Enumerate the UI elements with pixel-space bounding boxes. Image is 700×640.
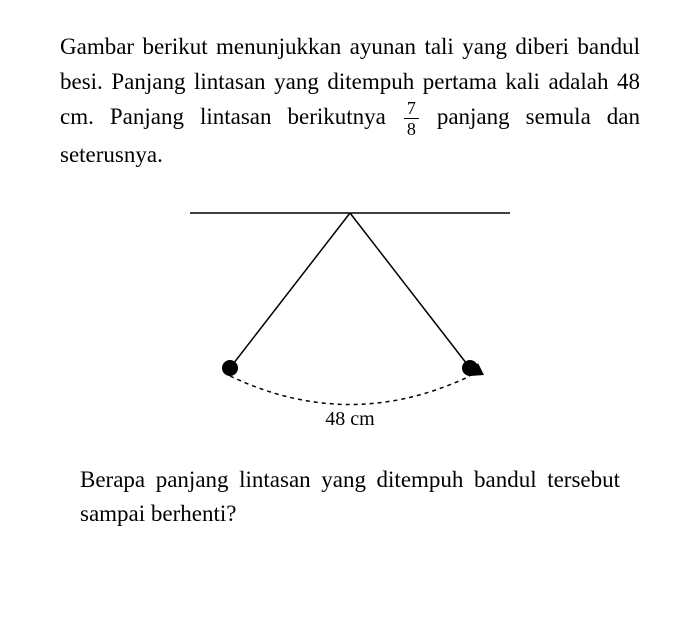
fraction-denominator: 8 bbox=[404, 119, 419, 138]
problem-line-4-before: Panjang lintasan berikutnya bbox=[110, 104, 402, 129]
pendulum-diagram: 48 cm bbox=[150, 193, 550, 433]
question-line-1: Berapa panjang lintasan yang ditempuh bbox=[80, 467, 463, 492]
string-left bbox=[230, 213, 350, 368]
arc-length-label: 48 cm bbox=[325, 408, 375, 430]
bob-right-icon bbox=[462, 360, 478, 376]
problem-line-4-after: panjang semula bbox=[421, 104, 591, 129]
problem-line-1: Gambar berikut menunjukkan ayunan tali bbox=[60, 34, 454, 59]
problem-statement: Gambar berikut menunjukkan ayunan tali y… bbox=[60, 30, 640, 173]
string-right bbox=[350, 213, 470, 368]
bob-left-icon bbox=[222, 360, 238, 376]
swing-arc bbox=[230, 376, 470, 405]
pendulum-diagram-container: 48 cm bbox=[60, 193, 640, 433]
fraction-ratio: 78 bbox=[404, 99, 419, 138]
question-statement: Berapa panjang lintasan yang ditempuh ba… bbox=[60, 463, 640, 532]
fraction-numerator: 7 bbox=[404, 99, 419, 119]
